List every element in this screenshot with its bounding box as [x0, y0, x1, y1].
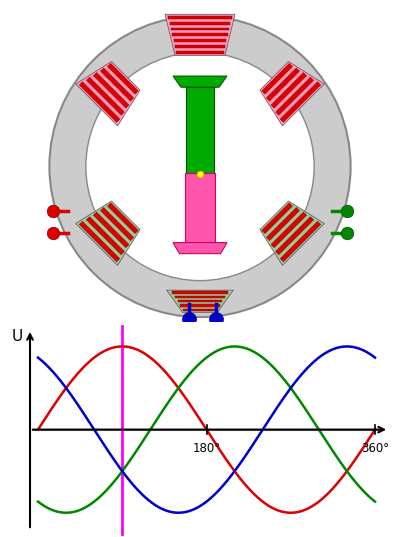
Bar: [185, 173, 215, 243]
Bar: [180, 304, 220, 307]
Polygon shape: [276, 77, 314, 115]
Text: U: U: [12, 329, 23, 344]
Polygon shape: [76, 62, 140, 126]
Polygon shape: [165, 14, 235, 55]
Polygon shape: [266, 68, 300, 101]
Bar: [172, 291, 228, 294]
Bar: [176, 51, 224, 54]
Bar: [170, 21, 230, 25]
Polygon shape: [108, 63, 138, 94]
Polygon shape: [266, 207, 300, 241]
Polygon shape: [262, 63, 292, 94]
Bar: [186, 87, 214, 176]
Polygon shape: [280, 82, 321, 122]
Polygon shape: [276, 216, 314, 255]
Polygon shape: [108, 203, 138, 234]
Bar: [183, 309, 217, 311]
Polygon shape: [260, 201, 324, 265]
Polygon shape: [167, 290, 233, 313]
Bar: [178, 300, 222, 302]
Bar: [175, 45, 225, 48]
Polygon shape: [79, 82, 120, 122]
Polygon shape: [262, 203, 292, 234]
Polygon shape: [86, 216, 124, 255]
Polygon shape: [93, 212, 129, 248]
Bar: [168, 16, 232, 19]
Polygon shape: [100, 68, 134, 101]
Polygon shape: [271, 72, 307, 108]
Polygon shape: [271, 212, 307, 248]
Text: 360°: 360°: [361, 442, 389, 455]
Polygon shape: [173, 76, 227, 87]
Polygon shape: [100, 207, 134, 241]
Polygon shape: [93, 72, 129, 108]
Polygon shape: [173, 243, 227, 253]
Text: 180°: 180°: [192, 442, 220, 455]
Polygon shape: [76, 201, 140, 265]
Bar: [171, 27, 229, 31]
Polygon shape: [86, 77, 124, 115]
Circle shape: [86, 52, 314, 281]
Polygon shape: [79, 221, 120, 262]
Bar: [174, 39, 226, 42]
Polygon shape: [280, 221, 321, 262]
Circle shape: [49, 16, 351, 317]
Polygon shape: [260, 62, 324, 126]
Bar: [172, 33, 228, 37]
Bar: [175, 295, 225, 298]
